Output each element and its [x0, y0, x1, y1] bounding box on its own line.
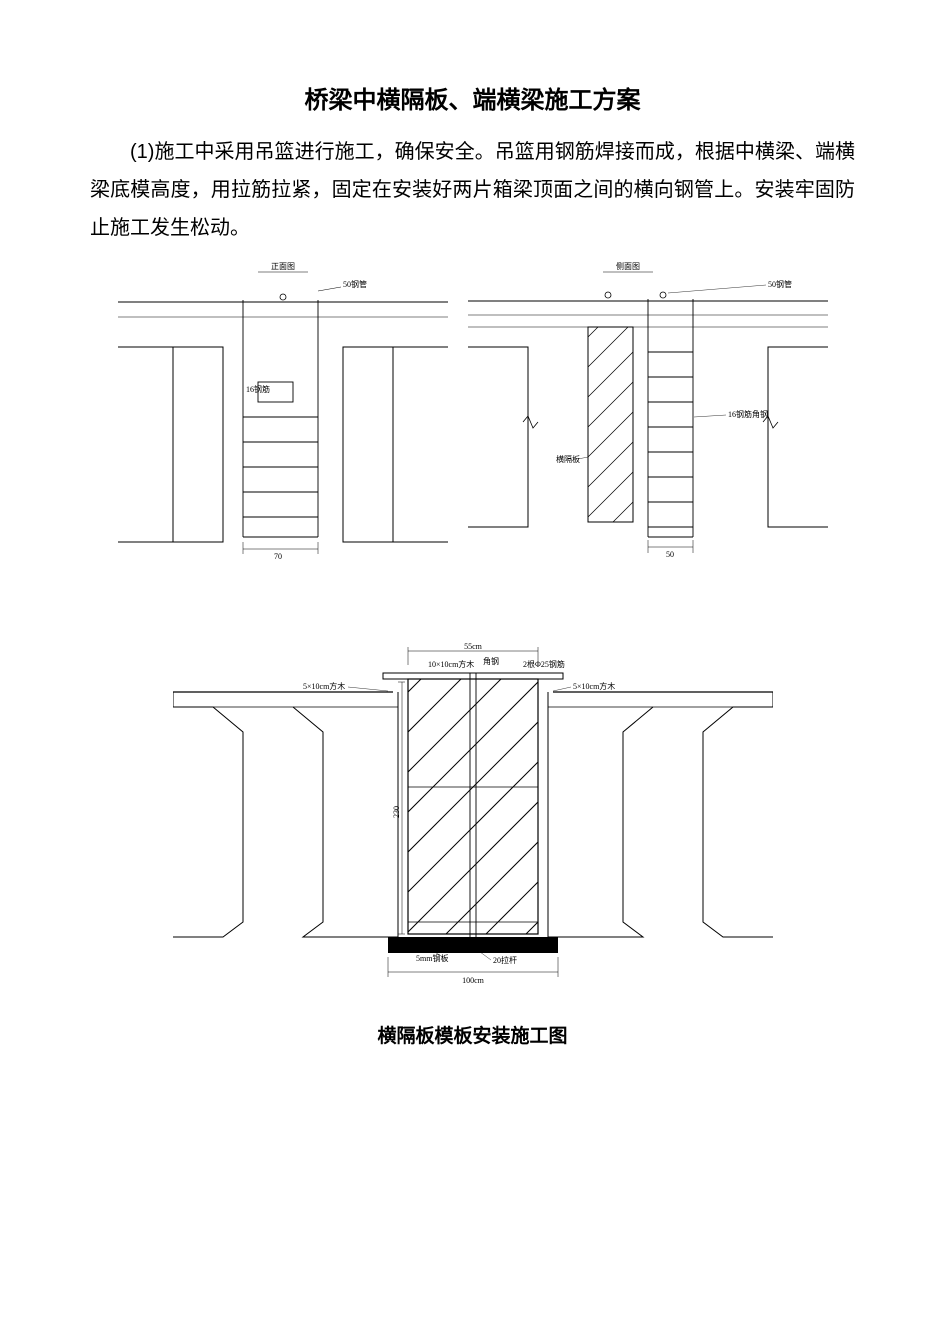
page-title: 桥梁中横隔板、端横梁施工方案 [90, 80, 855, 115]
document-page: 桥梁中横隔板、端横梁施工方案 (1)施工中采用吊篮进行施工，确保安全。吊篮用钢筋… [0, 0, 945, 1108]
figA-label-top: 50钢管 [343, 279, 367, 289]
paragraph-1: (1)施工中采用吊篮进行施工，确保安全。吊篮用钢筋焊接而成，根据中横梁、端横梁底… [90, 133, 855, 247]
figure-front-view: 正面图 50钢管 [118, 257, 448, 567]
figC-diaphragm [408, 679, 538, 934]
figC-lbl-bottom-tie: 20拉杆 [493, 955, 517, 965]
figA-title: 正面图 [271, 262, 295, 271]
figC-lbl-top-left: 10×10cm方木 [428, 659, 474, 669]
figC-lbl-bottom-plate: 5mm钢板 [416, 953, 448, 963]
figB-label-diaph: 横隔板 [556, 454, 580, 464]
figB-diaphragm [568, 257, 668, 567]
figC-dim-height: 230 [392, 806, 401, 818]
figure-caption: 横隔板模板安装施工图 [90, 1021, 855, 1048]
figure-row-top: 正面图 50钢管 [90, 257, 855, 567]
figA-dim-bottom: 70 [274, 552, 282, 561]
figC-lbl-side-right: 5×10cm方木 [573, 681, 615, 691]
figC-dim-top: 55cm [464, 642, 483, 651]
figA-basket [243, 300, 318, 537]
figC-dim-bottom: 100cm [462, 976, 485, 985]
figure-side-view: 侧面图 50钢管 [468, 257, 828, 567]
figC-lbl-top-right: 2根Φ25钢筋 [523, 659, 565, 669]
figC-bottom-plate [388, 937, 558, 953]
figure-install: 55cm 10×10cm方木 角钢 2根Φ25钢筋 5×10cm方木 5×10c… [90, 637, 855, 997]
figC-lbl-side-left: 5×10cm方木 [303, 681, 345, 691]
figB-label-top: 50钢管 [768, 279, 792, 289]
figB-title: 侧面图 [616, 261, 640, 271]
figB-label-brace: 16钢筋角钢 [728, 409, 768, 419]
figB-basket [648, 299, 693, 537]
figB-dim-bottom: 50 [666, 550, 674, 559]
figA-label-brace: 16钢筋 [246, 384, 270, 394]
figC-lbl-top-center: 角钢 [483, 656, 499, 666]
